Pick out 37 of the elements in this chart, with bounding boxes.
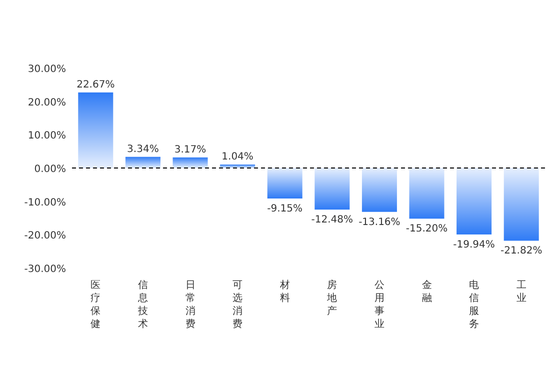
data-label: 22.67%	[76, 79, 115, 90]
y-tick-label: 0.00%	[34, 164, 66, 175]
y-tick-label: 30.00%	[28, 64, 66, 75]
x-tick-label: 房地产	[326, 279, 338, 317]
bar	[456, 168, 492, 234]
y-tick-label: 20.00%	[28, 97, 66, 108]
data-label: 1.04%	[222, 152, 254, 163]
data-label: 3.34%	[127, 144, 159, 155]
x-tick-label: 日常消费	[185, 280, 196, 330]
y-tick-label: -10.00%	[24, 197, 66, 208]
bar	[267, 168, 302, 198]
data-label: 3.17%	[174, 144, 206, 156]
data-label: -21.82%	[500, 246, 542, 257]
x-tick-label: 公用事业	[374, 279, 384, 330]
bar	[220, 164, 256, 168]
y-tick-label: 10.00%	[28, 130, 66, 142]
x-tick-label: 工业	[516, 280, 526, 304]
data-label: -13.16%	[358, 216, 400, 228]
data-label: -19.94%	[453, 239, 495, 250]
y-tick-label: -30.00%	[24, 264, 66, 275]
x-tick-label: 可选消费	[232, 280, 243, 330]
data-label: -15.20%	[406, 224, 448, 235]
bar	[504, 168, 539, 241]
x-tick-label: 医疗保健	[90, 280, 101, 330]
y-tick-label: -20.00%	[24, 230, 66, 242]
bar	[409, 168, 444, 219]
bar	[314, 168, 350, 210]
bar	[125, 156, 160, 168]
data-label: -9.15%	[267, 204, 303, 214]
x-tick-label: 信息技术	[136, 279, 148, 330]
bar	[78, 92, 114, 168]
x-tick-label: 电信服务	[469, 279, 480, 330]
data-label: -12.48%	[311, 214, 354, 226]
bar	[172, 157, 208, 168]
x-tick-label: 金融	[422, 279, 432, 304]
bar	[362, 168, 397, 212]
x-tick-label: 材料	[278, 279, 290, 304]
